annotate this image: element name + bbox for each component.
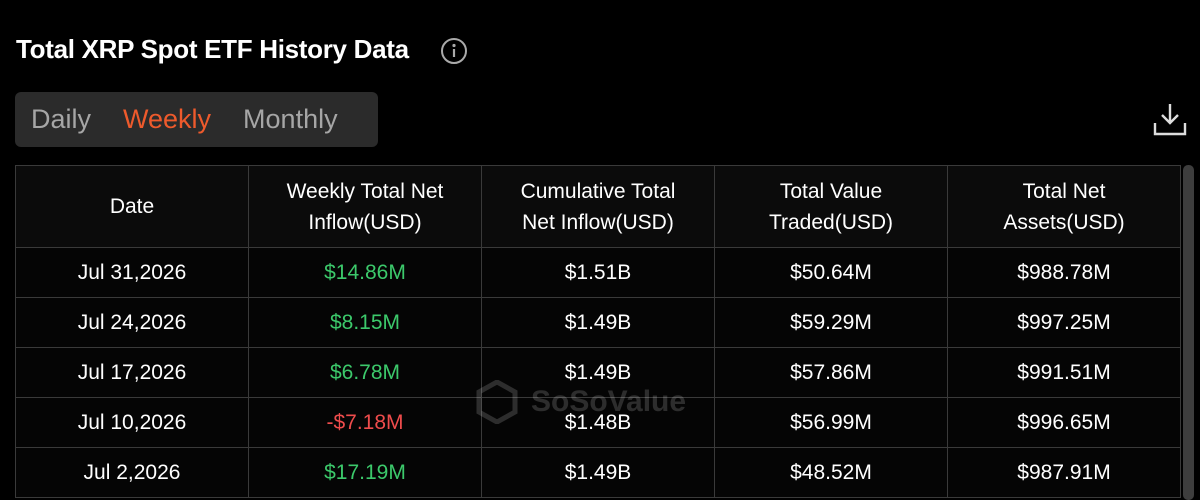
column-header: Date <box>15 165 249 248</box>
scrollbar[interactable] <box>1183 165 1194 500</box>
table-cell: $56.99M <box>714 397 948 448</box>
info-icon[interactable] <box>440 37 468 65</box>
table-cell: $57.86M <box>714 347 948 398</box>
table-row: Jul 31,2026 $14.86M $1.51B $50.64M $988.78M <box>15 247 1181 298</box>
table-cell: $17.19M <box>248 447 482 498</box>
data-table: Date Weekly Total Net Inflow(USD) Cumulati… <box>15 165 1181 498</box>
table-cell: $987.91M <box>947 447 1181 498</box>
table-cell: $48.52M <box>714 447 948 498</box>
table-cell: $991.51M <box>947 347 1181 398</box>
table-cell: -$7.18M <box>248 397 482 448</box>
tab[interactable]: Daily <box>31 104 92 134</box>
table-cell: $988.78M <box>947 247 1181 298</box>
table-cell: $1.51B <box>481 247 715 298</box>
tab[interactable]: Weekly <box>123 104 212 134</box>
column-header: Cumulative Total Net Inflow(USD) <box>481 165 715 248</box>
table-cell: $50.64M <box>714 247 948 298</box>
table-cell: Jul 17,2026 <box>15 347 249 398</box>
table-cell: $1.49B <box>481 347 715 398</box>
table-cell: $8.15M <box>248 297 482 348</box>
tab-group: Daily Weekly Monthly <box>15 92 378 147</box>
table-cell: $59.29M <box>714 297 948 348</box>
table-cell: $1.49B <box>481 447 715 498</box>
column-header: Total Net Assets(USD) <box>947 165 1181 248</box>
column-header: Total Value Traded(USD) <box>714 165 948 248</box>
table-cell: Jul 24,2026 <box>15 297 249 348</box>
table-cell: $1.49B <box>481 297 715 348</box>
table-cell: $6.78M <box>248 347 482 398</box>
table-row: Jul 2,2026 $17.19M $1.49B $48.52M $987.91M <box>15 447 1181 498</box>
page-title: Total XRP Spot ETF History Data <box>16 34 409 64</box>
table-row: Jul 10,2026 -$7.18M $1.48B $56.99M $996.65M <box>15 397 1181 448</box>
column-header: Weekly Total Net Inflow(USD) <box>248 165 482 248</box>
table-row: Jul 17,2026 $6.78M $1.49B $57.86M $991.51M <box>15 347 1181 398</box>
table-row: Jul 24,2026 $8.15M $1.49B $59.29M $997.25M <box>15 297 1181 348</box>
table-cell: Jul 31,2026 <box>15 247 249 298</box>
table-cell: $14.86M <box>248 247 482 298</box>
table-cell: $997.25M <box>947 297 1181 348</box>
tab[interactable]: Monthly <box>243 104 338 134</box>
table-body: Jul 31,2026 $14.86M $1.51B $50.64M $988.78M J… <box>15 247 1181 498</box>
table-cell: $1.48B <box>481 397 715 448</box>
header-row: Date Weekly Total Net Inflow(USD) Cumulati… <box>15 165 1181 248</box>
table-cell: $996.65M <box>947 397 1181 448</box>
table-cell: Jul 2,2026 <box>15 447 249 498</box>
download-button[interactable] <box>1152 101 1188 137</box>
table-cell: Jul 10,2026 <box>15 397 249 448</box>
